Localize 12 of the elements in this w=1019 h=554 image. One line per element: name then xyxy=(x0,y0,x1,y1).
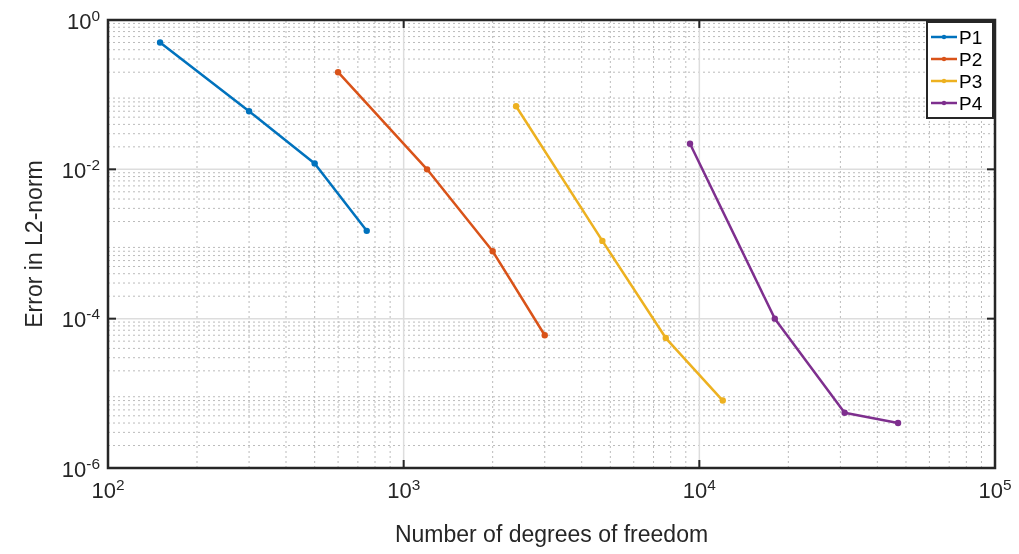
x-tick-label: 10$^{4}$ xyxy=(682,475,717,503)
x-tick-label: 10$^{5}$ xyxy=(978,475,1012,503)
legend-label: P2 xyxy=(959,48,983,70)
legend-label: P4 xyxy=(959,92,983,114)
legend-label: P3 xyxy=(959,70,983,92)
y-tick-label: 10$^{-2}$ xyxy=(61,155,100,184)
x-tick-label: 10$^{3}$ xyxy=(387,475,421,503)
x-axis-title: Number of degrees of freedom xyxy=(394,521,709,547)
y-tick-label: 10$^{-4}$ xyxy=(61,304,101,333)
legend-label: P1 xyxy=(959,26,983,48)
y-tick-label: 10$^{0}$ xyxy=(66,6,100,34)
y-axis-title: Error in L2-norm xyxy=(21,160,47,328)
